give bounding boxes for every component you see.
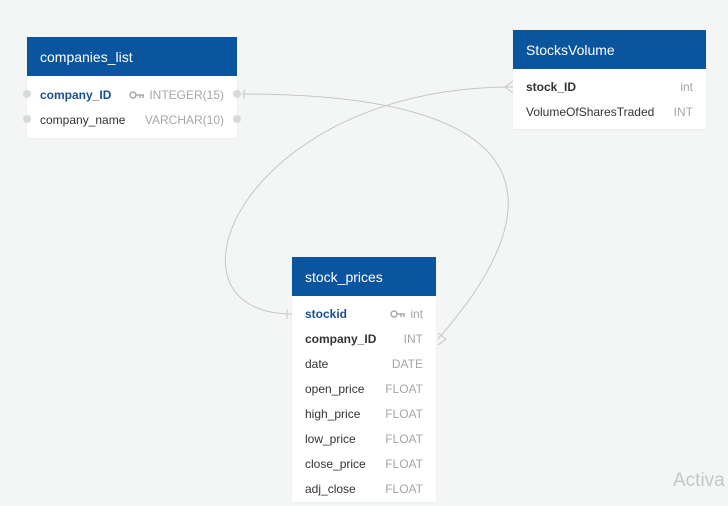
key-icon (129, 90, 145, 99)
key-icon (390, 309, 406, 318)
field-row-open-price[interactable]: open_price FLOAT (292, 376, 436, 401)
connector-dot[interactable] (23, 90, 31, 98)
field-row-company-name[interactable]: company_name VARCHAR(10) (23, 107, 241, 132)
field-name: close_price (305, 456, 366, 471)
field-row-low-price[interactable]: low_price FLOAT (292, 426, 436, 451)
table-header[interactable]: stock_prices (292, 257, 436, 296)
field-name: high_price (305, 406, 361, 421)
field-row-company-id[interactable]: company_ID INTEGER(15) (23, 82, 241, 107)
field-type-wrap: INTEGER(15) (129, 88, 224, 102)
connector-dot[interactable] (233, 115, 241, 123)
field-type: INT (673, 104, 693, 119)
connector-dot[interactable] (233, 90, 241, 98)
field-type: INT (403, 331, 423, 346)
field-type-wrap: int (390, 307, 423, 321)
field-name: open_price (305, 381, 365, 396)
field-type: INTEGER(15) (149, 87, 224, 102)
field-name: company_ID (305, 331, 377, 346)
activation-watermark: Activa (673, 470, 725, 491)
field-name: stock_ID (526, 79, 577, 94)
table-companies-list[interactable]: companies_list company_ID INTEGER(15) (23, 37, 241, 138)
field-name: adj_close (305, 481, 356, 496)
field-type: int (680, 79, 693, 94)
field-name: company_ID (40, 87, 112, 102)
table-stock-prices[interactable]: stock_prices stockid int company_ID INT (292, 257, 436, 502)
many-marker (504, 80, 514, 94)
connector-dot[interactable] (23, 115, 31, 123)
field-row-close-price[interactable]: close_price FLOAT (292, 451, 436, 476)
field-type: FLOAT (385, 431, 423, 446)
field-type: int (410, 306, 423, 321)
field-type: FLOAT (385, 481, 423, 496)
field-name: date (305, 356, 329, 371)
field-row-volume[interactable]: VolumeOfSharesTraded INT (513, 99, 706, 124)
field-type: DATE (391, 356, 423, 371)
field-row-stock-id[interactable]: stock_ID int (513, 74, 706, 99)
field-row-adj-close[interactable]: adj_close FLOAT (292, 476, 436, 501)
table-header[interactable]: StocksVolume (513, 30, 706, 69)
field-type: FLOAT (385, 456, 423, 471)
field-row-company-id[interactable]: company_ID INT (292, 326, 436, 351)
field-name: low_price (305, 431, 356, 446)
table-header[interactable]: companies_list (27, 37, 237, 76)
field-type: FLOAT (385, 406, 423, 421)
field-type: VARCHAR(10) (144, 112, 224, 127)
field-name: stockid (305, 306, 348, 321)
field-type: FLOAT (385, 381, 423, 396)
field-row-high-price[interactable]: high_price FLOAT (292, 401, 436, 426)
many-marker (437, 332, 447, 346)
field-name: company_name (40, 112, 126, 127)
field-row-date[interactable]: date DATE (292, 351, 436, 376)
field-row-stockid[interactable]: stockid int (292, 301, 436, 326)
field-name: VolumeOfSharesTraded (526, 104, 655, 119)
table-stocks-volume[interactable]: StocksVolume stock_ID int VolumeOfShares… (513, 30, 706, 129)
